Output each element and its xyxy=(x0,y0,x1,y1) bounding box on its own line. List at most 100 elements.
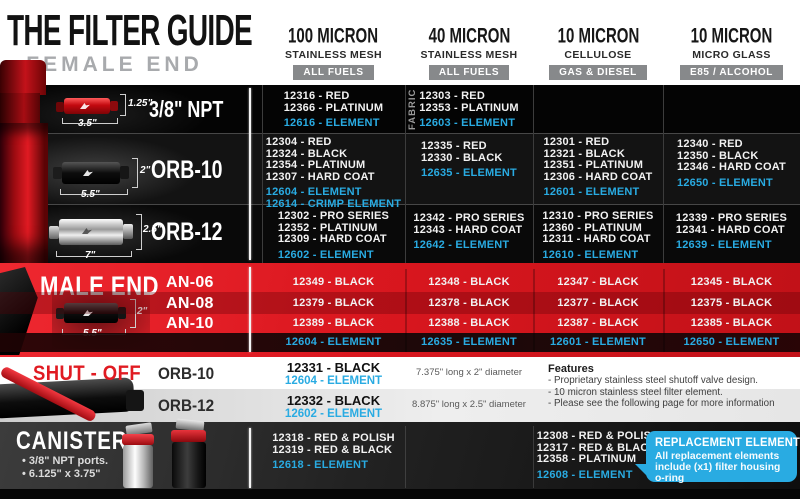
shutoff-section: SHUT - OFF ORB-10 ORB-12 12331 - BLACK 1… xyxy=(0,357,800,423)
features-block: Features - Proprietary stainless steel s… xyxy=(548,363,796,410)
orb10-filter-image: 2" 5.5" xyxy=(53,153,155,203)
orb12-part-row: 12302 - PRO SERIES 12352 - PLATINUM 12309 … xyxy=(0,204,800,261)
column-headers: 100 MICRON STAINLESS MESH ALL FUELS 40 M… xyxy=(0,24,800,80)
column-header-40-micron: 40 MICRON STAINLESS MESH ALL FUELS xyxy=(405,24,533,80)
an10-label: AN-10 xyxy=(166,315,214,332)
canister-silver-body-photo xyxy=(123,445,153,488)
part-number: 12350 - BLACK xyxy=(677,149,759,162)
part-number: 12343 - HARD COAT xyxy=(413,223,523,236)
column-header-10-micron-microglass: 10 MICRON MICRO GLASS E85 / ALCOHOL xyxy=(663,24,800,80)
part-number: 12375 - BLACK xyxy=(690,296,773,309)
an08-stripe xyxy=(0,292,800,314)
male-element-row: 12604 - ELEMENT 12635 - ELEMENT 12601 - … xyxy=(0,333,800,352)
part-number: 12349 - BLACK xyxy=(292,275,375,288)
micron-rating: 40 MICRON xyxy=(428,24,510,48)
row-name-orb10: ORB-10 xyxy=(151,156,223,184)
feature-line: - Proprietary stainless steel shutoff va… xyxy=(548,375,759,386)
part-number: 12389 - BLACK xyxy=(292,317,375,330)
element-part-number: 12635 - ELEMENT xyxy=(421,167,517,179)
features-title: Features xyxy=(548,363,594,375)
part-number: 12316 - RED xyxy=(283,90,350,102)
element-part-number: 12608 - ELEMENT xyxy=(536,468,633,481)
an08-label: AN-08 xyxy=(166,294,214,312)
canister-spec-bullet: 3/8" NPT ports. xyxy=(22,455,108,468)
part-number: 12378 - BLACK xyxy=(428,296,510,309)
canister-label: CANISTER xyxy=(16,427,128,455)
row-orb10-background xyxy=(0,133,800,204)
part-number: 12303 - RED xyxy=(419,90,485,102)
feature-line: - Please see the following page for more… xyxy=(548,398,775,409)
fuel-badge: GAS & DIESEL xyxy=(549,65,647,80)
feature-line: - 10 micron stainless steel filter eleme… xyxy=(548,386,723,398)
canister-bracket-photo xyxy=(125,422,153,436)
element-part-number: 12602 - ELEMENT xyxy=(284,408,383,420)
part-number: 12318 - RED & POLISH xyxy=(272,432,395,444)
element-part-number: 12601 - ELEMENT xyxy=(550,335,646,348)
part-number: 12353 - PLATINUM xyxy=(419,101,519,114)
orb12-filter-image: 2.5" 7" xyxy=(49,211,162,263)
part-number: 12339 - PRO SERIES xyxy=(675,212,788,224)
part-number: 12332 - BLACK xyxy=(286,393,381,408)
element-part-number: 12603 - ELEMENT xyxy=(419,117,516,129)
part-number: 12310 - PRO SERIES xyxy=(542,210,654,222)
part-number: 12330 - BLACK xyxy=(421,151,503,164)
height-dimension-bracket xyxy=(136,214,142,250)
media-type: CELLULOSE xyxy=(564,49,632,61)
column-divider xyxy=(663,85,664,263)
part-number: 12360 - PLATINUM xyxy=(542,221,642,234)
part-number: 12385 - BLACK xyxy=(690,317,773,330)
part-number: 12321 - BLACK xyxy=(543,147,625,160)
part-number: 12348 - BLACK xyxy=(428,275,510,288)
replacement-elements-callout: REPLACEMENT ELEMENTS All replacement ele… xyxy=(635,431,800,484)
height-dimension-bracket xyxy=(120,94,126,116)
part-number: 12345 - BLACK xyxy=(690,275,773,288)
replacement-elements-title: REPLACEMENT ELEMENTS xyxy=(655,437,800,449)
part-number: 12347 - BLACK xyxy=(557,275,639,288)
part-number: 12308 - RED & POLISH xyxy=(536,430,660,442)
column-divider xyxy=(262,85,263,263)
element-part-number: 12618 - ELEMENT xyxy=(272,459,369,471)
part-number: 12352 - PLATINUM xyxy=(277,221,378,234)
part-number: 12388 - BLACK xyxy=(428,317,510,330)
part-number: 12340 - RED xyxy=(677,138,743,150)
part-number: 12311 - HARD COAT xyxy=(542,233,651,245)
shutoff-orb10-cell: 12331 - BLACK 12604 - ELEMENT xyxy=(262,361,405,388)
canister-cell-100-micron: 12318 - RED & POLISH 12319 - RED & BLACK … xyxy=(262,432,405,472)
part-number: 12379 - BLACK xyxy=(292,296,375,309)
cell-40-micron: 12303 - RED 12353 - PLATINUM 12603 - ELEM… xyxy=(419,90,519,130)
part-number: 12331 - BLACK xyxy=(286,360,381,375)
media-type: MICRO GLASS xyxy=(692,49,771,61)
part-number: 12307 - HARD COAT xyxy=(265,170,375,183)
part-number: 12351 - PLATINUM xyxy=(543,159,644,171)
column-divider xyxy=(405,85,406,263)
part-number: 12319 - RED & BLACK xyxy=(272,443,393,456)
part-number: 12301 - RED xyxy=(543,136,610,148)
height-dimension: 2.5" xyxy=(143,224,162,235)
cell-10-micron-cellulose: 12310 - PRO SERIES 12360 - PLATINUM 12311 … xyxy=(542,210,654,261)
cell-40-micron: 12335 - RED 12330 - BLACK 12635 - ELEMENT xyxy=(421,140,517,180)
height-dimension: 1.25" xyxy=(128,98,153,109)
element-part-number: 12650 - ELEMENT xyxy=(683,335,780,348)
part-number: 12342 - PRO SERIES xyxy=(413,212,525,224)
part-number: 12377 - BLACK xyxy=(557,296,639,309)
shutoff-orb12-label: ORB-12 xyxy=(158,396,215,415)
orb10-part-row: 12304 - RED 12324 - BLACK 12354 - PLATINUM… xyxy=(0,133,800,210)
canister-section: CANISTER 3/8" NPT ports.6.125" x 3.75" 1… xyxy=(0,418,800,499)
length-dimension-bracket xyxy=(62,118,118,124)
element-part-number: 12635 - ELEMENT xyxy=(421,335,517,348)
column-header-10-micron-cellulose: 10 MICRON CELLULOSE GAS & DIESEL xyxy=(533,24,663,80)
length-dimension-bracket xyxy=(60,189,128,195)
label-separator-line xyxy=(249,428,251,488)
element-part-number: 12604 - ELEMENT xyxy=(265,186,362,198)
canister-bullets: 3/8" NPT ports.6.125" x 3.75" xyxy=(22,455,108,481)
shutoff-orb12-size: 8.875" long x 2.5" diameter xyxy=(412,399,526,410)
npt-filter-image: 1.25" 3.5" xyxy=(56,90,152,130)
row-name-npt: 3/8" NPT xyxy=(149,96,224,122)
element-part-number: 12614 - CRIMP ELEMENT xyxy=(265,197,402,210)
male-end-section: MALE END 2" 5.5" AN-06 12349 - BLACK 123… xyxy=(0,263,800,357)
part-number: 12366 - PLATINUM xyxy=(283,101,384,114)
bottom-bar xyxy=(0,489,800,499)
cell-10-micron-cellulose: 12301 - RED 12321 - BLACK 12351 - PLATINUM… xyxy=(543,136,653,199)
part-number: 12346 - HARD COAT xyxy=(677,161,786,173)
height-dimension: 2" xyxy=(137,306,148,317)
